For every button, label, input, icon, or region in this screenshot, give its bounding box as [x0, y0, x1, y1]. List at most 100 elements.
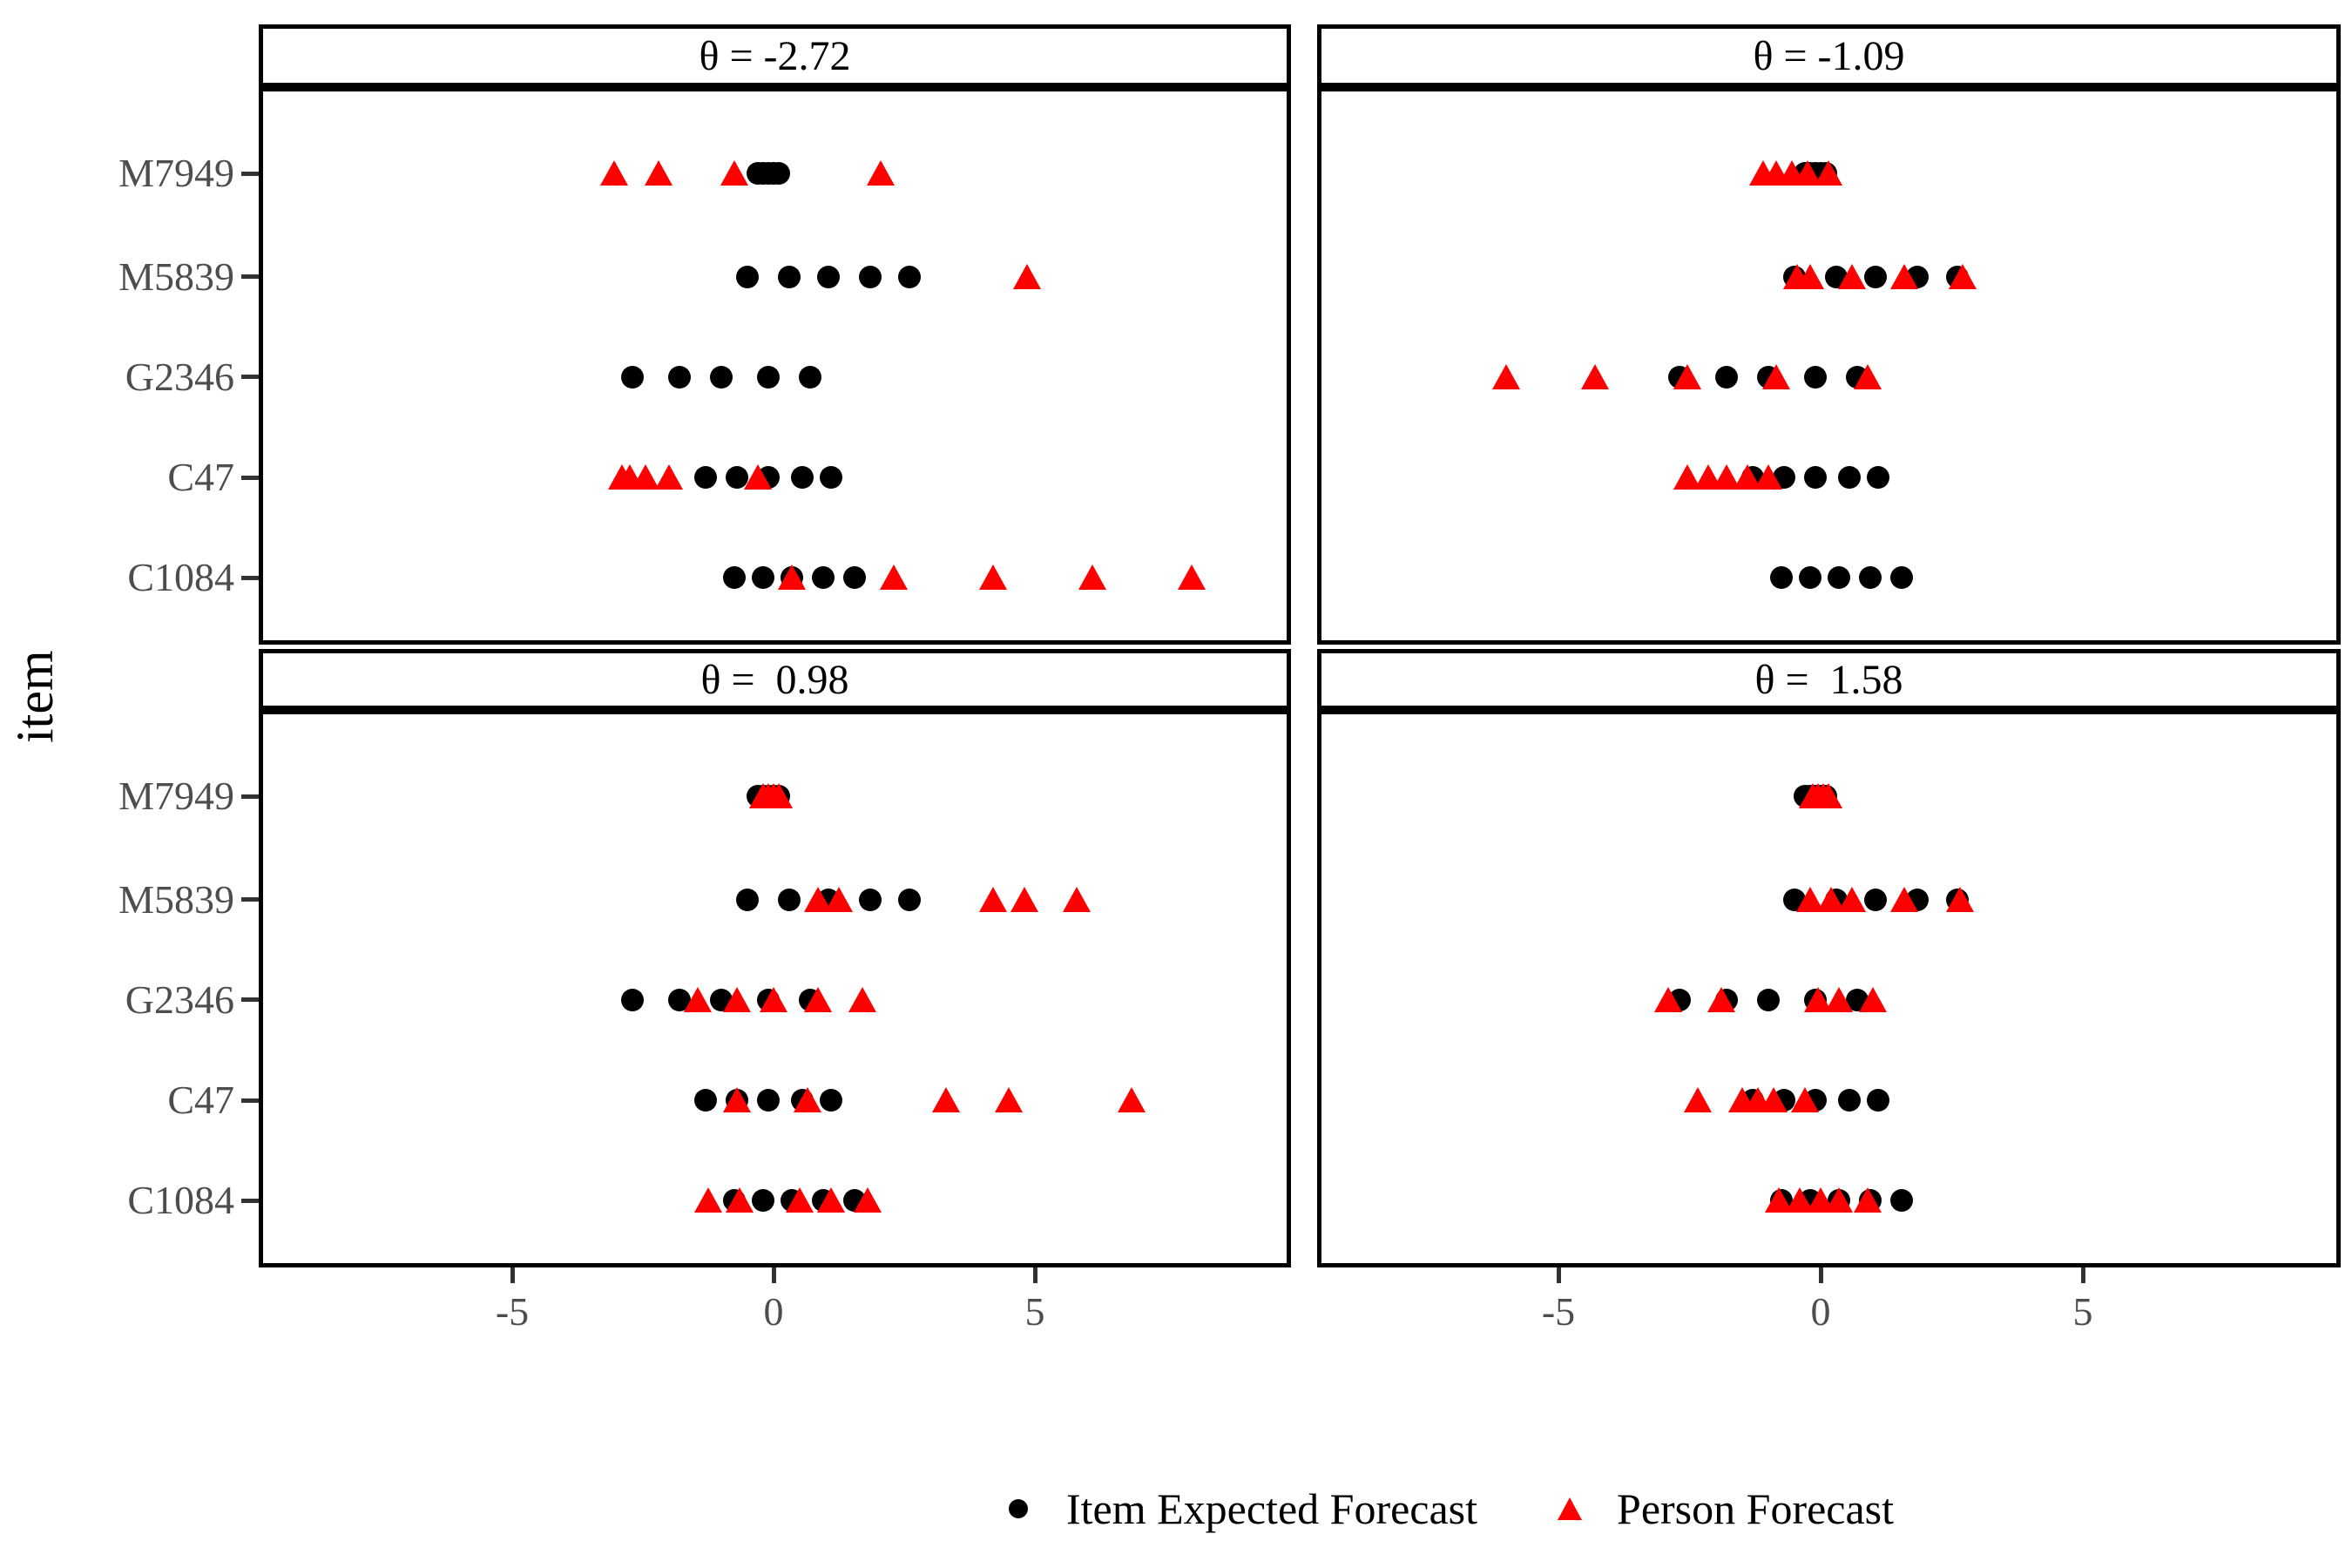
data-point-circle: [1890, 1189, 1914, 1213]
data-point-triangle: [995, 1087, 1023, 1112]
y-tick-label: M7949: [118, 151, 234, 196]
data-point-triangle: [1854, 363, 1882, 389]
data-point-triangle: [1178, 564, 1206, 591]
data-point-circle: [1769, 566, 1793, 590]
data-point-triangle: [848, 986, 876, 1012]
y-tick-label: G2346: [125, 977, 234, 1022]
data-point-circle: [898, 888, 921, 911]
facet-strip-label: θ = 1.58: [1754, 656, 1903, 703]
data-point-triangle: [854, 1187, 882, 1213]
x-tick-label: 0: [763, 1289, 784, 1334]
data-point-triangle: [723, 1087, 751, 1112]
y-tick-label: C1084: [127, 555, 234, 600]
data-point-triangle: [726, 1187, 754, 1213]
data-point-triangle: [867, 160, 895, 186]
data-point-triangle: [1890, 263, 1919, 289]
data-point-triangle: [645, 160, 672, 186]
data-point-triangle: [1118, 1087, 1146, 1112]
y-tick: [241, 171, 259, 176]
data-point-circle: [778, 888, 801, 911]
data-point-triangle: [1761, 363, 1790, 389]
data-point-triangle: [720, 160, 748, 186]
x-tick-label: 5: [2072, 1289, 2093, 1334]
data-point-circle: [1804, 466, 1827, 489]
data-point-circle: [1867, 466, 1890, 489]
data-point-circle: [820, 1089, 842, 1112]
data-point-circle: [817, 265, 840, 288]
y-tick: [241, 897, 259, 902]
data-point-triangle: [765, 783, 793, 809]
data-point-circle: [736, 265, 759, 288]
data-point-circle: [621, 365, 644, 389]
x-tick: [771, 1267, 776, 1283]
x-tick: [510, 1267, 515, 1283]
x-tick-label: 5: [1024, 1289, 1045, 1334]
data-point-circle: [752, 1189, 774, 1213]
data-point-triangle: [1838, 263, 1867, 289]
data-point-triangle: [1796, 263, 1824, 289]
data-point-circle: [1838, 1089, 1862, 1112]
data-point-circle: [1867, 1089, 1890, 1112]
facet-strip: θ = -2.72: [259, 24, 1291, 87]
legend-circle-icon: [1009, 1499, 1028, 1518]
data-point-circle: [1859, 566, 1882, 590]
x-tick-label: -5: [1541, 1289, 1576, 1334]
data-point-circle: [694, 1089, 717, 1112]
y-tick: [241, 475, 259, 480]
y-tick: [241, 997, 259, 1003]
data-point-triangle: [1945, 886, 1974, 912]
data-point-triangle: [804, 986, 832, 1012]
x-tick-label: 0: [1810, 1289, 1831, 1334]
data-point-circle: [1799, 566, 1821, 590]
y-tick: [241, 1098, 259, 1103]
data-point-triangle: [1078, 564, 1106, 591]
data-point-triangle: [778, 564, 806, 591]
data-point-circle: [820, 466, 842, 489]
x-tick: [2080, 1267, 2085, 1283]
y-axis-title: item: [6, 650, 64, 744]
legend-label-item-expected-forecast: Item Expected Forecast: [1066, 1484, 1478, 1533]
data-point-triangle: [600, 160, 628, 186]
x-tick: [1556, 1267, 1561, 1283]
data-point-circle: [752, 566, 774, 590]
data-point-circle: [1864, 888, 1888, 911]
data-point-triangle: [684, 986, 712, 1012]
data-point-triangle: [1859, 986, 1888, 1012]
data-point-triangle: [1673, 363, 1701, 389]
data-point-triangle: [880, 564, 908, 591]
y-tick: [241, 375, 259, 380]
data-point-circle: [859, 265, 882, 288]
data-point-circle: [898, 265, 921, 288]
panel: [1317, 87, 2341, 645]
data-point-triangle: [1063, 886, 1091, 912]
data-point-triangle: [932, 1087, 960, 1112]
data-point-circle: [1804, 365, 1827, 389]
data-point-circle: [621, 988, 644, 1011]
data-point-triangle: [1707, 986, 1735, 1012]
data-point-triangle: [1759, 1087, 1788, 1112]
y-tick: [241, 1198, 259, 1203]
data-point-triangle: [817, 1187, 845, 1213]
legend-triangle-icon: [1558, 1497, 1583, 1520]
data-point-circle: [1714, 365, 1738, 389]
y-tick: [241, 274, 259, 280]
data-point-triangle: [1491, 363, 1520, 389]
data-point-circle: [757, 365, 780, 389]
data-point-triangle: [1815, 783, 1842, 809]
y-tick: [241, 575, 259, 580]
x-tick: [1032, 1267, 1037, 1283]
data-point-triangle: [1890, 886, 1919, 912]
data-point-circle: [710, 365, 733, 389]
data-point-circle: [736, 888, 759, 911]
data-point-triangle: [1815, 160, 1842, 186]
x-tick-label: -5: [495, 1289, 530, 1334]
y-tick-label: C47: [167, 1078, 234, 1122]
facet-strip-label: θ = -2.72: [699, 32, 851, 79]
data-point-triangle: [632, 464, 659, 490]
data-point-circle: [778, 265, 801, 288]
y-tick-label: C47: [167, 455, 234, 499]
y-tick-label: C1084: [127, 1178, 234, 1223]
data-point-triangle: [1948, 263, 1977, 289]
data-point-triangle: [1854, 1187, 1882, 1213]
